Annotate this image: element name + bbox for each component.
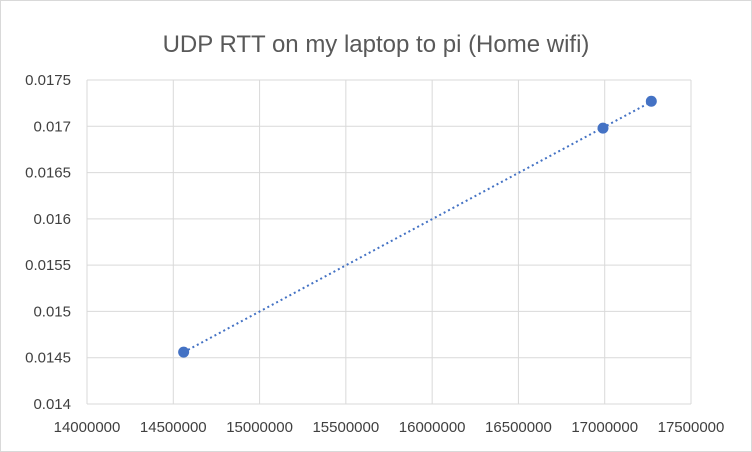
chart-title: UDP RTT on my laptop to pi (Home wifi)	[163, 31, 590, 58]
data-point	[645, 95, 657, 107]
data-point	[178, 346, 190, 358]
x-tick-label: 15000000	[226, 419, 293, 436]
y-axis-ticks: 0.014 0.0145 0.015 0.0155 0.016 0.0165 0.017 0.…	[25, 72, 71, 413]
y-tick-label: 0.0175	[25, 72, 71, 89]
data-point	[597, 122, 609, 134]
trendline-group	[183, 100, 652, 354]
x-tick-label: 15500000	[312, 419, 379, 436]
y-tick-label: 0.0145	[25, 350, 71, 367]
gridlines	[86, 79, 692, 405]
y-tick-label: 0.015	[33, 303, 71, 320]
y-tick-label: 0.0155	[25, 257, 71, 274]
y-tick-label: 0.016	[33, 211, 71, 228]
x-tick-label: 17500000	[658, 419, 725, 436]
x-tick-label: 17000000	[571, 419, 638, 436]
x-tick-label: 14500000	[140, 419, 207, 436]
x-tick-label: 16000000	[399, 419, 466, 436]
y-tick-label: 0.014	[33, 396, 71, 413]
y-tick-label: 0.017	[33, 118, 71, 135]
data-points	[178, 95, 657, 358]
trendline	[183, 100, 652, 354]
y-tick-label: 0.0165	[25, 165, 71, 182]
x-tick-label: 16500000	[485, 419, 552, 436]
x-axis-ticks: 14000000 14500000 15000000 15500000 16000000…	[54, 419, 725, 436]
x-tick-label: 14000000	[54, 419, 121, 436]
